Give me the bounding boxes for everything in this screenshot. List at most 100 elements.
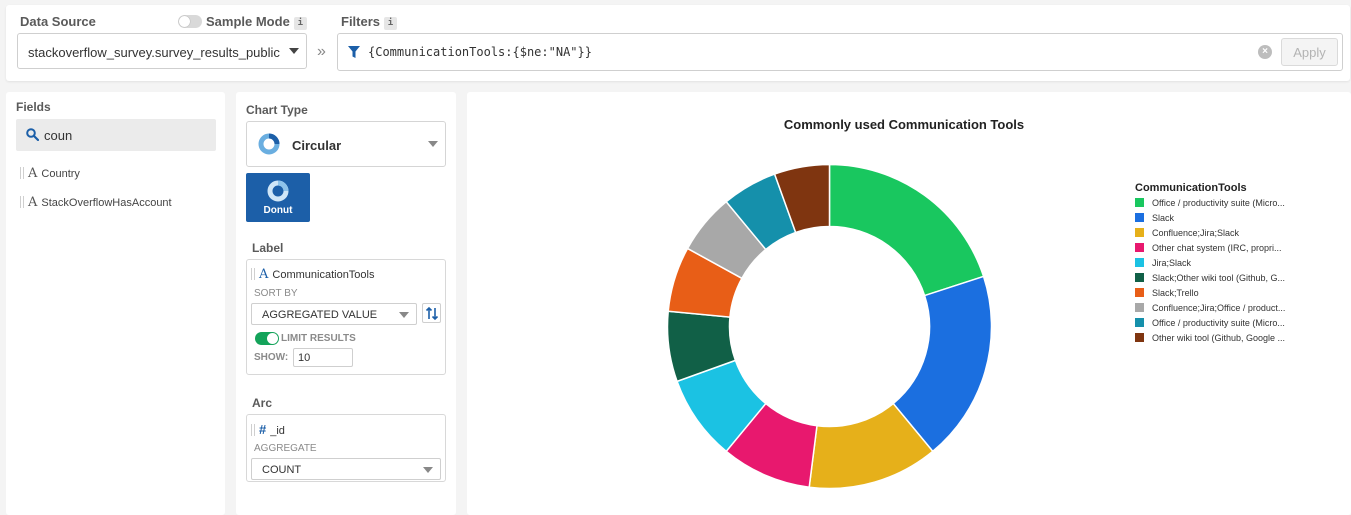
sample-mode-toggle[interactable] — [178, 15, 202, 28]
sort-by-label: SORT BY — [254, 288, 298, 299]
filter-query-text: {CommunicationTools:{$ne:"NA"}} — [368, 45, 592, 59]
limit-results-toggle[interactable] — [255, 332, 279, 345]
legend-swatch — [1135, 228, 1144, 237]
legend-item[interactable]: Other chat system (IRC, propri... — [1135, 243, 1282, 253]
legend-title: CommunicationTools — [1135, 182, 1247, 194]
legend-label: Office / productivity suite (Micro... — [1152, 198, 1285, 208]
field-search-value: coun — [44, 128, 73, 143]
label-field-name: CommunicationTools — [272, 269, 375, 281]
donut-subtype-button[interactable]: Donut — [246, 173, 310, 222]
sort-by-value: AGGREGATED VALUE — [262, 309, 378, 321]
legend-item[interactable]: Slack;Trello — [1135, 288, 1199, 298]
label-section-title: Label — [252, 241, 284, 255]
chevron-down-icon — [423, 467, 433, 473]
circular-chart-icon — [258, 133, 280, 155]
legend-swatch — [1135, 273, 1144, 282]
filter-input[interactable]: {CommunicationTools:{$ne:"NA"}} × Apply — [337, 33, 1343, 71]
chart-type-label: Chart Type — [246, 103, 308, 117]
arc-encoding-card: # _id AGGREGATE COUNT — [246, 414, 446, 482]
apply-button[interactable]: Apply — [1281, 38, 1338, 66]
donut-subtype-label: Donut — [263, 205, 293, 216]
legend-label: Confluence;Jira;Slack — [1152, 228, 1240, 238]
chevron-right-icon: » — [317, 43, 326, 60]
chart-title: Commonly used Communication Tools — [783, 117, 1025, 132]
legend-swatch — [1135, 303, 1144, 312]
legend-item[interactable]: Confluence;Jira;Slack — [1135, 228, 1239, 238]
sample-mode-label: Sample Mode i — [206, 14, 307, 30]
legend-item[interactable]: Jira;Slack — [1135, 258, 1191, 268]
sort-order-icon — [425, 306, 439, 321]
sample-mode-info-icon[interactable]: i — [293, 17, 307, 30]
legend-item[interactable]: Slack — [1135, 213, 1174, 223]
number-type-icon: # — [259, 422, 267, 437]
legend-item[interactable]: Office / productivity suite (Micro... — [1135, 318, 1285, 328]
filters-text: Filters — [341, 14, 381, 29]
drag-handle-icon — [20, 167, 24, 179]
donut-chart — [666, 163, 993, 490]
legend-label: Jira;Slack — [1152, 258, 1192, 268]
search-icon — [26, 128, 39, 141]
limit-results-label: LIMIT RESULTS — [281, 333, 356, 344]
field-item-country[interactable]: A Country — [20, 166, 80, 181]
string-type-icon: A — [28, 166, 38, 181]
filters-info-icon[interactable]: i — [384, 17, 398, 30]
sort-by-select[interactable]: AGGREGATED VALUE — [251, 303, 417, 325]
data-source-value: stackoverflow_survey.survey_results_publ… — [28, 45, 280, 60]
legend-swatch — [1135, 333, 1144, 342]
label-encoding-card: A CommunicationTools SORT BY AGGREGATED V… — [246, 259, 446, 375]
legend-swatch — [1135, 318, 1144, 327]
legend-label: Slack — [1152, 213, 1175, 223]
legend-item[interactable]: Other wiki tool (Github, Google ... — [1135, 333, 1285, 343]
donut-slice-9[interactable] — [773, 163, 831, 234]
chevron-down-icon — [428, 141, 438, 147]
legend-swatch — [1135, 213, 1144, 222]
data-source-label: Data Source — [20, 14, 96, 29]
legend-swatch — [1135, 243, 1144, 252]
drag-handle-icon — [251, 424, 255, 436]
legend-swatch — [1135, 288, 1144, 297]
legend-item[interactable]: Confluence;Jira;Office / product... — [1135, 303, 1285, 313]
donut-chart-icon — [267, 180, 289, 202]
chart-type-select[interactable]: Circular — [246, 121, 446, 167]
label-field-pill[interactable]: A CommunicationTools — [251, 267, 375, 282]
show-count-input[interactable]: 10 — [293, 348, 353, 367]
sample-mode-text: Sample Mode — [206, 14, 290, 29]
sort-direction-button[interactable] — [422, 303, 441, 323]
field-item-label: Country — [41, 168, 80, 180]
fields-title: Fields — [16, 100, 51, 114]
aggregate-select[interactable]: COUNT — [251, 458, 441, 480]
field-search-input[interactable]: coun — [16, 119, 216, 151]
show-label: SHOW: — [254, 352, 289, 363]
string-type-icon: A — [28, 195, 38, 210]
chart-panel: Commonly used Communication Tools Commun… — [467, 92, 1351, 515]
drag-handle-icon — [251, 268, 255, 280]
clear-filter-icon[interactable]: × — [1258, 45, 1272, 59]
legend-label: Confluence;Jira;Office / product... — [1152, 303, 1286, 313]
fields-panel: Fields coun A Country A StackOverflowHasAc… — [6, 92, 225, 515]
drag-handle-icon — [20, 196, 24, 208]
field-item-stackoverflowhasaccount[interactable]: A StackOverflowHasAccount — [20, 195, 172, 210]
data-source-select[interactable]: stackoverflow_survey.survey_results_publ… — [17, 33, 307, 69]
arc-field-pill[interactable]: # _id — [251, 422, 285, 437]
donut-slice-0[interactable] — [828, 163, 985, 297]
aggregate-value: COUNT — [262, 464, 302, 476]
legend-label: Slack;Trello — [1152, 288, 1199, 298]
chevron-down-icon — [399, 312, 409, 318]
legend-label: Other wiki tool (Github, Google ... — [1152, 333, 1286, 343]
funnel-icon — [348, 46, 360, 58]
chevron-down-icon — [289, 48, 299, 54]
legend-swatch — [1135, 198, 1144, 207]
data-source-bar: Data Source Sample Mode i Filters i stacko… — [6, 5, 1350, 81]
arc-section-title: Arc — [252, 396, 273, 410]
legend-label: Other chat system (IRC, propri... — [1152, 243, 1282, 253]
string-type-icon: A — [259, 267, 269, 282]
chart-type-value: Circular — [292, 138, 342, 153]
legend-label: Slack;Other wiki tool (Github, G... — [1152, 273, 1286, 283]
filters-label: Filters i — [341, 14, 398, 30]
legend-swatch — [1135, 258, 1144, 267]
legend-item[interactable]: Office / productivity suite (Micro... — [1135, 198, 1285, 208]
legend-item[interactable]: Slack;Other wiki tool (Github, G... — [1135, 273, 1285, 283]
aggregate-label: AGGREGATE — [254, 443, 317, 454]
encoding-panel: Chart Type Circular Donut Label A Communi… — [236, 92, 456, 515]
field-item-label: StackOverflowHasAccount — [41, 197, 172, 209]
